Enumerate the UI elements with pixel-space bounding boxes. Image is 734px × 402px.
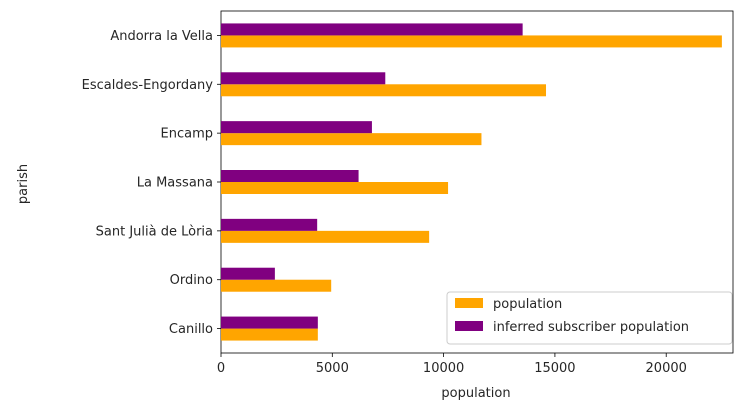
bar-population-1: [221, 84, 547, 97]
bar-population-3: [221, 182, 449, 194]
y-tick-label: Sant Julià de Lòria: [96, 224, 213, 239]
bar-population-4: [221, 230, 430, 243]
y-tick-label: Encamp: [161, 127, 213, 142]
x-axis: 0 5000 10000 15000 20000: [217, 353, 687, 376]
legend-label: population: [493, 297, 562, 312]
y-tick-label: La Massana: [137, 176, 213, 191]
bars: [221, 23, 722, 341]
bar-inferred-subscriber-population-4: [221, 218, 318, 231]
bar-inferred-subscriber-population-2: [221, 121, 372, 134]
x-tick-label: 0: [217, 361, 225, 376]
bar-population-5: [221, 279, 332, 292]
y-axis-title: parish: [16, 164, 31, 204]
y-tick-label: Ordino: [170, 273, 213, 288]
y-tick-label: Canillo: [169, 322, 213, 337]
x-axis-title: population: [441, 386, 510, 401]
bar-inferred-subscriber-population-5: [221, 267, 275, 280]
legend-swatch: [455, 298, 483, 308]
bar-population-6: [221, 328, 318, 341]
x-tick-label: 20000: [646, 361, 687, 376]
legend-label: inferred subscriber population: [493, 320, 689, 335]
legend-box: [446, 291, 733, 345]
y-axis: Andorra la Vella Escaldes-Engordany Encamp…: [82, 29, 221, 337]
y-tick-label: Andorra la Vella: [110, 29, 213, 44]
legend-swatch: [455, 321, 483, 331]
legend: population inferred subscriber population: [446, 291, 733, 345]
bar-inferred-subscriber-population-6: [221, 316, 318, 329]
x-tick-label: 15000: [534, 361, 575, 376]
y-tick-label: Escaldes-Engordany: [82, 78, 214, 93]
x-tick-label: 10000: [423, 361, 464, 376]
bar-inferred-subscriber-population-3: [221, 170, 359, 182]
bar-population-2: [221, 133, 482, 146]
x-tick-label: 5000: [316, 361, 349, 376]
bar-population-0: [221, 35, 722, 48]
bar-inferred-subscriber-population-0: [221, 23, 523, 36]
bar-inferred-subscriber-population-1: [221, 72, 386, 85]
